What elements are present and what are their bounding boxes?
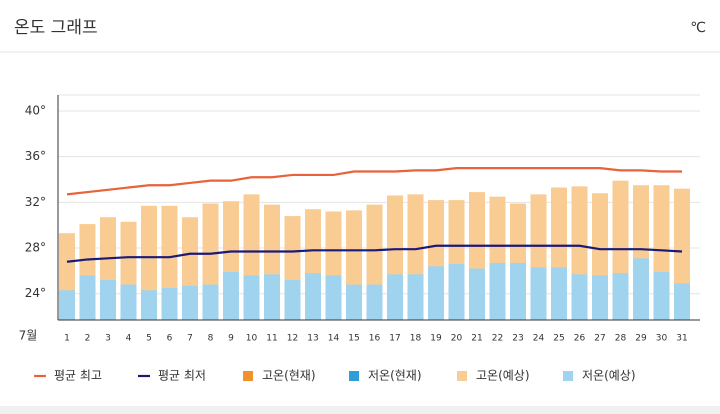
bar bbox=[141, 290, 157, 320]
bar bbox=[182, 285, 198, 320]
bar bbox=[59, 290, 75, 320]
line bbox=[66, 244, 683, 263]
bar bbox=[202, 284, 219, 320]
x-tick-label: 21 bbox=[471, 334, 482, 344]
bar bbox=[264, 274, 280, 320]
x-tick-label: 5 bbox=[146, 334, 152, 344]
x-tick-label: 14 bbox=[328, 334, 340, 344]
x-tick-label: 29 bbox=[635, 334, 647, 344]
x-tick-label: 19 bbox=[430, 334, 442, 344]
y-tick-label: 40° bbox=[25, 103, 46, 117]
bar bbox=[223, 272, 239, 320]
x-tick-label: 31 bbox=[676, 334, 687, 344]
legend-label: 고온(예상) bbox=[476, 369, 530, 383]
y-tick-label: 32° bbox=[25, 195, 46, 209]
bar bbox=[428, 266, 444, 320]
bar bbox=[653, 272, 670, 320]
y-tick-label: 28° bbox=[25, 241, 46, 255]
bar bbox=[346, 284, 362, 320]
legend-label: 평균 최고 bbox=[54, 369, 102, 383]
bar bbox=[592, 275, 608, 320]
legend-swatch bbox=[349, 371, 359, 381]
bar bbox=[407, 274, 424, 320]
bar bbox=[305, 273, 321, 320]
bar bbox=[489, 262, 506, 320]
x-tick-label: 23 bbox=[512, 334, 523, 344]
bar bbox=[469, 268, 485, 320]
x-tick-label: 11 bbox=[266, 334, 277, 344]
bar bbox=[387, 274, 403, 320]
x-tick-label: 15 bbox=[348, 334, 359, 344]
bar bbox=[448, 264, 465, 320]
x-tick-label: 28 bbox=[615, 334, 627, 344]
legend-label: 고온(현재) bbox=[262, 369, 316, 383]
x-tick-label: 17 bbox=[389, 334, 400, 344]
bar bbox=[100, 280, 116, 320]
bar bbox=[325, 275, 342, 320]
bar bbox=[633, 258, 649, 320]
y-tick-label: 24° bbox=[25, 286, 46, 300]
footer-strip bbox=[0, 406, 720, 414]
bar bbox=[366, 284, 383, 320]
bar bbox=[284, 280, 301, 320]
legend-label: 저온(예상) bbox=[582, 369, 636, 383]
x-tick-label: 6 bbox=[167, 334, 173, 344]
x-tick-label: 4 bbox=[126, 334, 132, 344]
y-tick-label: 36° bbox=[25, 149, 46, 163]
bar bbox=[161, 288, 178, 320]
x-tick-label: 27 bbox=[594, 334, 605, 344]
bar bbox=[530, 267, 547, 320]
x-tick-label: 24 bbox=[533, 334, 545, 344]
x-tick-label: 1 bbox=[64, 334, 70, 344]
x-tick-label: 10 bbox=[246, 334, 258, 344]
x-tick-label: 22 bbox=[492, 334, 503, 344]
bar bbox=[571, 274, 588, 320]
x-tick-label: 25 bbox=[553, 334, 564, 344]
line bbox=[66, 166, 682, 196]
x-tick-label: 8 bbox=[208, 334, 214, 344]
x-tick-label: 9 bbox=[228, 334, 234, 344]
x-tick-label: 2 bbox=[85, 334, 91, 344]
x-tick-label: 12 bbox=[287, 334, 298, 344]
legend-label: 저온(현재) bbox=[368, 369, 422, 383]
legend-swatch bbox=[243, 371, 253, 381]
legend-swatch bbox=[457, 371, 467, 381]
x-axis-label: 7월 bbox=[19, 329, 38, 343]
bar bbox=[551, 267, 567, 320]
bar bbox=[120, 284, 137, 320]
legend-swatch bbox=[563, 371, 573, 381]
bar bbox=[674, 283, 690, 320]
x-tick-label: 30 bbox=[656, 334, 668, 344]
x-tick-label: 18 bbox=[410, 334, 422, 344]
bar bbox=[79, 275, 96, 320]
x-tick-label: 13 bbox=[307, 334, 318, 344]
unit: ℃ bbox=[690, 20, 706, 36]
bar bbox=[612, 273, 629, 320]
x-tick-label: 20 bbox=[451, 334, 463, 344]
bar bbox=[510, 262, 526, 320]
bar bbox=[243, 275, 260, 320]
legend-label: 평균 최저 bbox=[158, 369, 206, 383]
chart-title: 온도 그래프 bbox=[14, 18, 98, 38]
x-tick-label: 3 bbox=[105, 334, 111, 344]
x-tick-label: 26 bbox=[574, 334, 586, 344]
x-tick-label: 7 bbox=[187, 334, 193, 344]
x-tick-label: 16 bbox=[369, 334, 381, 344]
